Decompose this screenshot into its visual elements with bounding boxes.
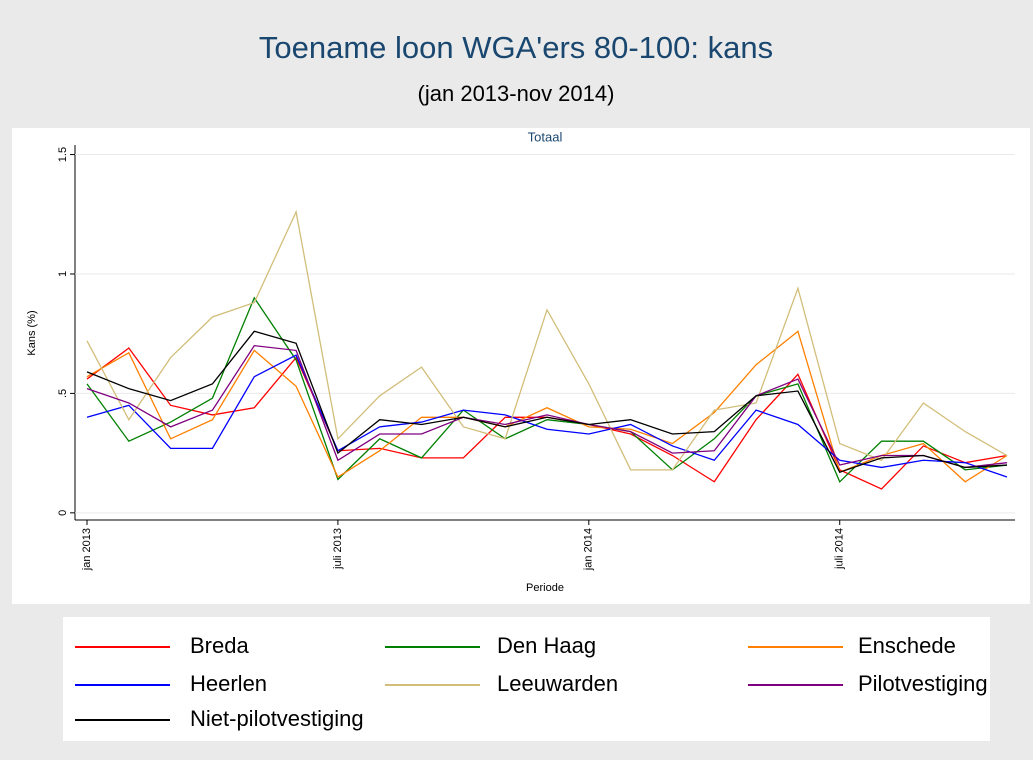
panel-title: Totaal [528, 129, 563, 144]
legend-label: Leeuwarden [497, 671, 618, 696]
legend-label: Den Haag [497, 633, 596, 658]
series-line [86, 209, 1008, 471]
y-tick-label: .5 [57, 389, 69, 398]
x-tick-label: juli 2013 [332, 528, 344, 570]
chart-title: Toename loon WGA'ers 80-100: kans [259, 30, 773, 65]
series-line [86, 354, 1008, 478]
series-line [86, 344, 1008, 469]
x-axis-label: Periode [526, 582, 564, 594]
chart-subtitle: (jan 2013-nov 2014) [418, 81, 615, 106]
x-tick-label: jan 2013 [81, 528, 93, 571]
series-line [86, 330, 1008, 483]
legend-box [63, 617, 990, 741]
series-line [86, 330, 1008, 474]
legend-label: Enschede [858, 633, 956, 658]
series-line [86, 296, 1008, 483]
plot-region [12, 128, 1030, 604]
y-tick-label: 1.5 [57, 147, 69, 162]
y-tick-label: 1 [57, 271, 69, 277]
y-tick-label: 0 [57, 510, 69, 516]
x-tick-label: jan 2014 [583, 528, 595, 571]
y-axis-label: Kans (%) [26, 310, 38, 355]
legend-label: Heerlen [190, 671, 267, 696]
legend-label: Pilotvestiging [858, 671, 988, 696]
legend-label: Breda [190, 633, 249, 658]
legend-label: Niet-pilotvestiging [190, 706, 364, 731]
x-tick-label: juli 2014 [834, 528, 846, 570]
